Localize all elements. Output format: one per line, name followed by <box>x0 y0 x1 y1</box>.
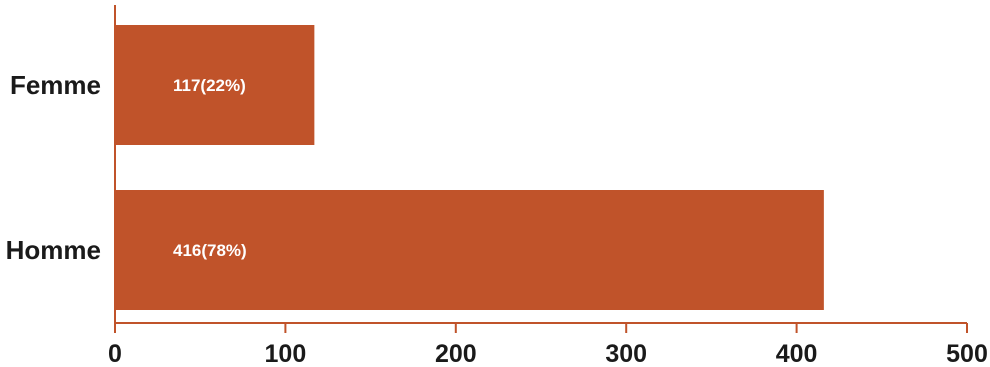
x-ticks-group <box>114 323 968 333</box>
bar-labels-group: 117(22%) 416(78%) <box>173 76 247 260</box>
bar-homme <box>115 190 824 310</box>
bar-label-femme: 117(22%) <box>173 76 246 95</box>
x-tick-label-400: 400 <box>776 340 818 367</box>
category-labels-group: Femme Homme <box>6 70 101 265</box>
x-tick-label-200: 200 <box>435 340 477 367</box>
x-tick-labels-group: 0 100 200 300 400 500 <box>108 340 988 367</box>
x-tick-label-300: 300 <box>605 340 647 367</box>
category-label-homme: Homme <box>6 235 101 265</box>
bar-label-homme: 416(78%) <box>173 241 247 260</box>
x-tick-label-500: 500 <box>946 340 988 367</box>
category-label-femme: Femme <box>10 70 101 100</box>
bars-group <box>115 25 824 310</box>
x-tick-label-100: 100 <box>265 340 307 367</box>
bar-femme <box>115 25 315 145</box>
x-tick-label-0: 0 <box>108 340 122 367</box>
